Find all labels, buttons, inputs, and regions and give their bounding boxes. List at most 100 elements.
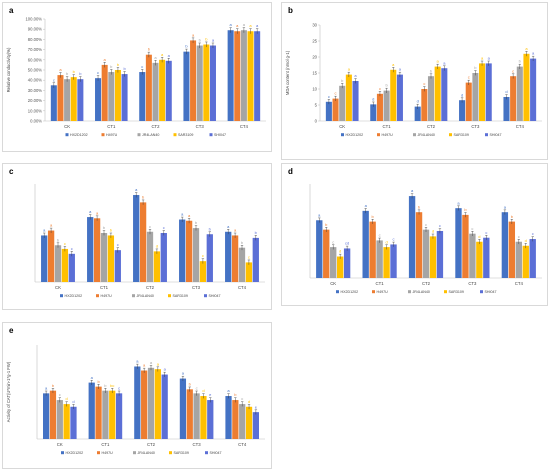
x-tick-label: CT2 bbox=[151, 124, 160, 129]
significance-letter: a bbox=[256, 23, 259, 28]
y-tick-label: 30 bbox=[312, 23, 317, 28]
significance-letter: c bbox=[141, 64, 143, 69]
bar bbox=[483, 237, 490, 278]
bar bbox=[77, 79, 84, 121]
bar bbox=[61, 248, 69, 282]
significance-letter: d bbox=[385, 239, 387, 244]
x-tick-label: CT4 bbox=[238, 285, 247, 290]
y-tick-label: 80.00% bbox=[28, 37, 42, 42]
bar bbox=[414, 106, 421, 121]
bar bbox=[376, 93, 383, 121]
significance-letter: d bbox=[505, 89, 507, 94]
significance-letter: a bbox=[437, 59, 440, 64]
bar bbox=[516, 66, 523, 121]
bar bbox=[332, 98, 339, 121]
bar bbox=[139, 202, 147, 282]
significance-letter: b bbox=[511, 214, 514, 219]
bar bbox=[254, 31, 261, 122]
bar bbox=[115, 393, 123, 439]
significance-letter: a bbox=[136, 359, 139, 364]
x-tick-label: CT4 bbox=[515, 281, 524, 286]
legend-swatch bbox=[96, 294, 99, 298]
chart-a: 0.00% 10.00% 20.00% 30.00% 40.00% 50.00% 60.00… bbox=[6, 17, 266, 137]
bar bbox=[434, 66, 441, 121]
bar bbox=[240, 30, 247, 121]
bar bbox=[102, 390, 109, 439]
bar bbox=[510, 76, 517, 121]
significance-letter: c bbox=[518, 234, 520, 239]
x-tick-label: CT4 bbox=[240, 124, 249, 129]
significance-letter: a bbox=[488, 56, 491, 61]
bar bbox=[179, 378, 187, 439]
significance-letter: d bbox=[461, 92, 463, 97]
significance-letter: b bbox=[142, 194, 145, 199]
significance-letter: c bbox=[379, 86, 381, 91]
bar bbox=[522, 245, 529, 278]
significance-letter: c bbox=[468, 75, 470, 80]
legend-label: SAR3109 bbox=[174, 451, 189, 455]
panel-a: a 0.00% 10.00% 20.00% 30.00% 40.00% 50.00% 60.… bbox=[2, 2, 272, 152]
significance-letter: c bbox=[248, 254, 250, 259]
significance-letter: c bbox=[53, 77, 55, 82]
bar bbox=[179, 219, 186, 282]
bar bbox=[87, 217, 94, 282]
significance-letter: a bbox=[481, 56, 484, 61]
legend-label: SAR3109 bbox=[449, 290, 464, 294]
bar bbox=[252, 237, 259, 282]
significance-letter: c bbox=[97, 70, 99, 75]
legend-swatch bbox=[137, 133, 141, 137]
bar bbox=[161, 374, 168, 439]
panel-label: c bbox=[9, 167, 14, 176]
significance-letter: b bbox=[241, 240, 244, 245]
x-tick-label: CT3 bbox=[193, 442, 202, 447]
significance-letter: a bbox=[192, 32, 195, 37]
y-tick-label: 20.00% bbox=[28, 98, 42, 103]
significance-letter: a bbox=[236, 23, 239, 28]
bar bbox=[472, 73, 479, 121]
bar bbox=[370, 104, 377, 121]
significance-letter: a bbox=[348, 67, 351, 72]
bar bbox=[503, 97, 510, 121]
significance-letter: a bbox=[525, 46, 528, 51]
significance-letter: b bbox=[199, 37, 202, 42]
legend-swatch bbox=[444, 290, 447, 294]
bar bbox=[436, 231, 444, 278]
significance-letter: c bbox=[335, 91, 337, 96]
panel-label: d bbox=[288, 167, 293, 176]
bar bbox=[121, 74, 128, 121]
significance-letter: a bbox=[457, 200, 460, 205]
significance-letter: a bbox=[392, 62, 395, 67]
significance-letter: b bbox=[104, 383, 107, 388]
significance-letter: a bbox=[188, 213, 191, 218]
significance-letter: c bbox=[117, 242, 119, 247]
bar bbox=[207, 400, 214, 439]
legend-label: HX2D1202 bbox=[346, 133, 364, 137]
panel-d: d a b c d cd CK a b c d c CT1 a b c d c CT2 a b c d c CT3 a b c d c C… bbox=[281, 163, 548, 306]
significance-letter: b bbox=[385, 83, 388, 88]
significance-letter: b bbox=[519, 59, 522, 64]
significance-letter: e bbox=[255, 404, 258, 409]
significance-letter: a bbox=[59, 67, 62, 72]
significance-letter: c bbox=[332, 239, 334, 244]
significance-letter: b bbox=[464, 207, 467, 212]
significance-letter: c bbox=[64, 241, 66, 246]
significance-letter: a bbox=[411, 188, 414, 193]
significance-letter: b bbox=[148, 47, 151, 52]
bar bbox=[190, 40, 197, 121]
bar bbox=[462, 214, 469, 278]
bar bbox=[469, 233, 476, 278]
significance-letter: c bbox=[393, 237, 395, 242]
bar bbox=[227, 30, 234, 121]
y-tick-label: 100.00% bbox=[25, 17, 42, 22]
bar bbox=[209, 45, 216, 121]
y-tick-label: 5 bbox=[315, 103, 318, 108]
panel-label: e bbox=[9, 326, 14, 335]
legend-label: H497U bbox=[101, 294, 113, 298]
x-tick-label: CT3 bbox=[471, 124, 480, 129]
legend-swatch bbox=[169, 451, 172, 455]
legend-label: SAR3109 bbox=[173, 294, 188, 298]
bar bbox=[152, 62, 159, 121]
bar bbox=[245, 406, 253, 439]
significance-letter: a bbox=[150, 360, 153, 365]
x-tick-label: CK bbox=[330, 281, 336, 286]
